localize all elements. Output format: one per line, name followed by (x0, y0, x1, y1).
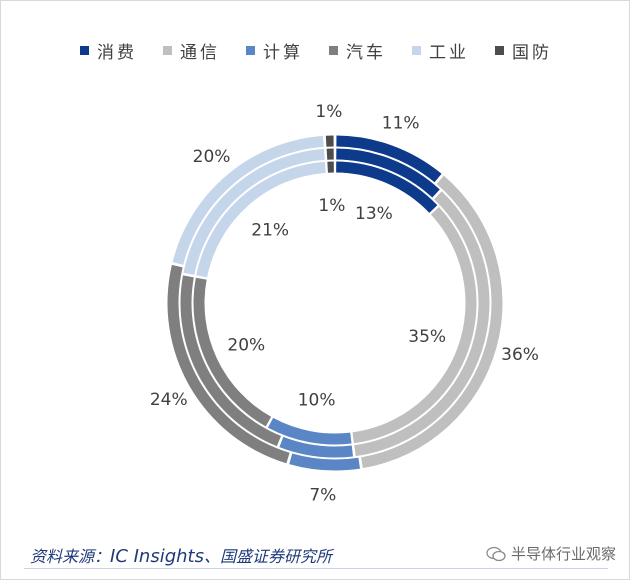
donut-segment-3-6 (327, 161, 334, 173)
legend-label: 计算 (263, 43, 303, 63)
source-prefix: 资料来源： (30, 547, 111, 566)
donut-segment-2-6 (326, 148, 334, 160)
donut-segment-3-4 (193, 277, 272, 427)
source-main: IC Insights (110, 546, 204, 567)
legend-item: 计算 (246, 38, 303, 63)
legend-item: 消费 (80, 38, 137, 63)
legend-swatch (412, 46, 421, 55)
data-label: 11% (382, 114, 420, 134)
donut-segment-2-2 (354, 191, 490, 457)
legend-label: 汽车 (346, 43, 386, 63)
donut-segment-3-2 (352, 207, 477, 444)
legend-swatch (163, 46, 172, 55)
watermark-text: 半导体行业观察 (510, 545, 616, 563)
watermark: 半导体行业观察 (486, 543, 616, 564)
donut-segment-2-3 (279, 436, 354, 458)
data-label: 7% (309, 486, 336, 506)
source-suffix: 、国盛证券研究所 (203, 547, 332, 566)
legend-label: 通信 (180, 43, 220, 63)
chart-legend: 消费 通信 计算 汽车 工业 国防 (0, 38, 632, 63)
data-label: 13% (355, 204, 393, 224)
legend-item: 国防 (495, 38, 552, 63)
source-note: 资料来源：IC Insights、国盛证券研究所 (30, 543, 332, 567)
donut-segment-2-4 (180, 275, 282, 447)
legend-swatch (246, 46, 255, 55)
data-label: 20% (227, 336, 265, 356)
legend-label: 工业 (429, 43, 469, 63)
legend-swatch (495, 46, 504, 55)
donut-segment-3-1 (336, 161, 438, 213)
data-label: 36% (501, 345, 539, 365)
donut-segment-3-3 (267, 417, 352, 445)
donut-segment-3-5 (196, 161, 326, 278)
legend-label: 国防 (512, 43, 552, 63)
legend-swatch (329, 46, 338, 55)
donut-segment-1-3 (289, 453, 361, 471)
data-label: 1% (318, 196, 345, 216)
data-label: 1% (315, 102, 342, 122)
donut-segment-1-6 (325, 135, 334, 147)
legend-item: 汽车 (329, 38, 386, 63)
wechat-icon (486, 546, 506, 561)
footer-divider (24, 568, 608, 569)
legend-item: 通信 (163, 38, 220, 63)
donut-segment-1-2 (361, 175, 503, 469)
donut-segment-1-1 (336, 135, 442, 183)
data-label: 21% (251, 220, 289, 240)
donut-segment-1-5 (172, 135, 324, 265)
legend-label: 消费 (97, 43, 137, 63)
data-label: 35% (408, 327, 446, 347)
donut-segment-2-1 (336, 148, 440, 198)
data-label: 10% (298, 390, 336, 410)
legend-swatch (80, 46, 89, 55)
donut-segment-2-5 (183, 148, 325, 275)
data-label: 20% (193, 147, 231, 167)
data-label: 24% (150, 390, 188, 410)
legend-item: 工业 (412, 38, 469, 63)
donut-segment-1-4 (167, 264, 290, 464)
